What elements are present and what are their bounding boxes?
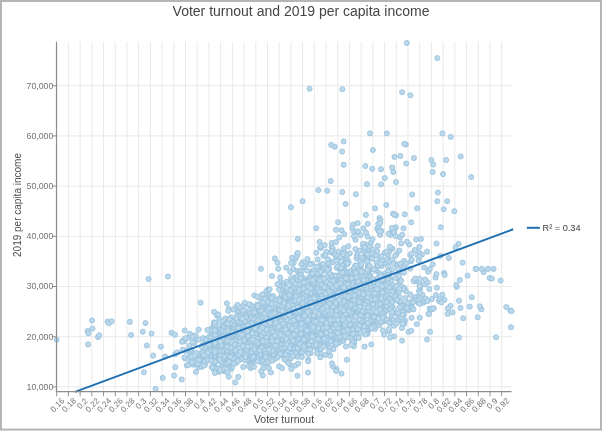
svg-text:50,000: 50,000 xyxy=(26,181,53,191)
svg-text:30,000: 30,000 xyxy=(26,281,53,291)
svg-text:Voter turnout and 2019 per cap: Voter turnout and 2019 per capita income xyxy=(173,3,430,19)
svg-text:R² = 0.34: R² = 0.34 xyxy=(543,223,581,233)
svg-text:10,000: 10,000 xyxy=(26,382,53,392)
svg-text:2019 per capita income: 2019 per capita income xyxy=(12,153,23,257)
svg-text:20,000: 20,000 xyxy=(26,332,53,342)
svg-text:70,000: 70,000 xyxy=(26,81,53,91)
svg-text:Voter turnout: Voter turnout xyxy=(254,413,314,425)
svg-text:60,000: 60,000 xyxy=(26,131,53,141)
svg-text:40,000: 40,000 xyxy=(26,231,53,241)
